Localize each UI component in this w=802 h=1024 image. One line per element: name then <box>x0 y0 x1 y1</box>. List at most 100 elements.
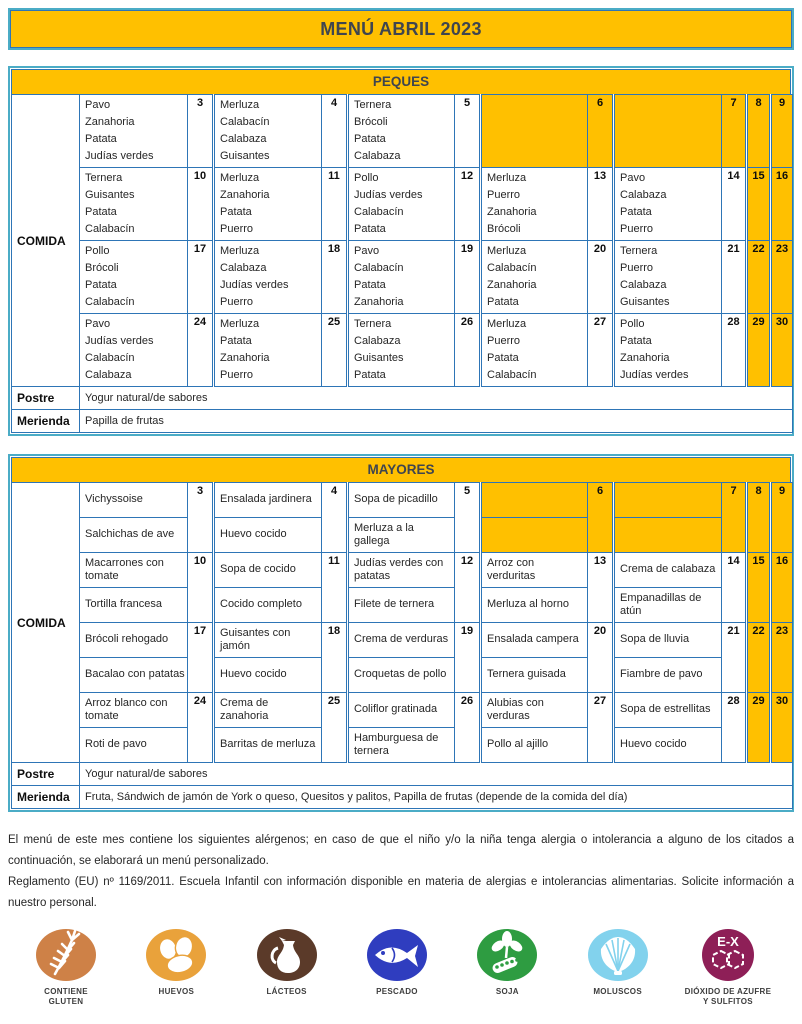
day-number-26: 26 <box>454 313 481 387</box>
holiday-cell-day-6 <box>479 94 588 168</box>
mayores-week-4-second-course: Roti de pavo Barritas de merluza Hamburg… <box>12 727 793 763</box>
day-number-5: 5 <box>454 94 481 168</box>
menu-cell-day-10: Ternera Guisantes Patata Calabacín <box>79 167 188 241</box>
menu-cell-day-19: Pavo Calabacín Patata Zanahoria <box>346 240 455 314</box>
day-number-12: 12 <box>454 167 481 241</box>
day-number-25: 25 <box>321 313 348 387</box>
peques-header: PEQUES <box>11 69 791 94</box>
allergen-huevos: HUEVOS <box>124 928 228 997</box>
dish-cell-day-27-2: Pollo al ajillo <box>479 727 588 763</box>
weekend-day-15: 15 <box>745 167 771 241</box>
dish-cell-day-26-2: Hamburguesa de ternera <box>346 727 455 763</box>
dish-cell-day-10-2: Tortilla francesa <box>79 587 188 623</box>
dish-cell-day-19-1: Crema de verduras <box>346 622 455 658</box>
dish-cell-day-14-2: Empanadillas de atún <box>612 587 722 623</box>
dish-cell-day-20-1: Ensalada campera <box>479 622 588 658</box>
peques-postre-row: Postre Yogur natural/de sabores <box>11 386 793 410</box>
merienda-label: Merienda <box>11 409 80 433</box>
allergen-gluten: CONTIENE GLUTEN <box>14 928 118 1007</box>
allergen-soja: SOJA <box>455 928 559 997</box>
postre-label: Postre <box>11 762 80 786</box>
day-number-4: 4 <box>321 482 348 553</box>
day-number-28: 28 <box>721 313 747 387</box>
menu-cell-day-25: Merluza Patata Zanahoria Puerro <box>212 313 322 387</box>
weekend-day-22: 22 <box>745 240 771 314</box>
weekend-day-30: 30 <box>769 313 793 387</box>
day-number-3: 3 <box>187 94 214 168</box>
day-number-12: 12 <box>454 552 481 623</box>
day-number-26: 26 <box>454 692 481 763</box>
dish-cell-day-11-2: Cocido completo <box>212 587 322 623</box>
dish-cell-day-21-2: Fiambre de pavo <box>612 657 722 693</box>
mayores-week-1-second-course: Salchichas de ave Huevo cocido Merluza a… <box>12 517 793 553</box>
svg-text:E-X: E-X <box>717 934 739 949</box>
day-number-19: 19 <box>454 240 481 314</box>
dish-cell-day-3-2: Salchichas de ave <box>79 517 188 553</box>
mayores-grid: COMIDA Vichyssoise 3 Ensalada jardinera … <box>11 482 793 809</box>
merienda-value: Papilla de frutas <box>79 409 793 433</box>
weekend-day-16: 16 <box>769 167 793 241</box>
dish-cell-day-4-2: Huevo cocido <box>212 517 322 553</box>
weekend-day-30: 30 <box>769 692 793 763</box>
dish-cell-day-25-2: Barritas de merluza <box>212 727 322 763</box>
eggs-icon <box>146 929 207 981</box>
holiday-cell-day-6-1 <box>479 482 588 518</box>
day-number-3: 3 <box>187 482 214 553</box>
day-number-13: 13 <box>587 552 614 623</box>
menu-cell-day-27: Merluza Puerro Patata Calabacín <box>479 313 588 387</box>
allergen-notice-paragraph-2: Reglamento (EU) nº 1169/2011. Escuela In… <box>8 876 794 909</box>
menu-cell-day-21: Ternera Puerro Calabaza Guisantes <box>612 240 722 314</box>
menu-cell-day-11: Merluza Zanahoria Patata Puerro <box>212 167 322 241</box>
day-number-21: 21 <box>721 240 747 314</box>
dish-cell-day-12-1: Judías verdes con patatas <box>346 552 455 588</box>
dish-cell-day-24-1: Arroz blanco con tomate <box>79 692 188 728</box>
day-number-24: 24 <box>187 313 214 387</box>
dish-cell-day-17-1: Brócoli rehogado <box>79 622 188 658</box>
day-number-14: 14 <box>721 167 747 241</box>
holiday-cell-day-7-1 <box>612 482 722 518</box>
dish-cell-day-5-1: Sopa de picadillo <box>346 482 455 518</box>
dish-cell-day-19-2: Croquetas de pollo <box>346 657 455 693</box>
sulfites-icon: E-X <box>701 929 754 981</box>
day-number-20: 20 <box>587 240 614 314</box>
weekend-day-15: 15 <box>745 552 771 623</box>
day-number-10: 10 <box>187 167 214 241</box>
peques-merienda-row: Merienda Papilla de frutas <box>11 409 793 433</box>
day-number-18: 18 <box>321 240 348 314</box>
dish-cell-day-18-1: Guisantes con jamón <box>212 622 322 658</box>
peques-week-3: Pollo Brócoli Patata Calabacín 17 Merluz… <box>12 240 793 314</box>
allergen-label: HUEVOS <box>158 987 195 996</box>
day-number-7: 7 <box>721 94 747 168</box>
postre-label: Postre <box>11 386 80 410</box>
mayores-header: MAYORES <box>11 457 791 482</box>
mayores-week-4-first-course: Arroz blanco con tomate 24 Crema de zana… <box>12 692 793 763</box>
dish-cell-day-14-1: Crema de calabaza <box>612 552 722 588</box>
dish-cell-day-28-2: Huevo cocido <box>612 727 722 763</box>
day-number-14: 14 <box>721 552 747 623</box>
mayores-table: MAYORES COMIDA Vichyssoise 3 Ensalada ja… <box>8 454 794 812</box>
weekend-day-29: 29 <box>745 692 771 763</box>
milk-jug-icon <box>256 929 317 981</box>
dish-cell-day-17-2: Bacalao con patatas <box>79 657 188 693</box>
postre-value: Yogur natural/de sabores <box>79 762 793 786</box>
peques-week-4: Pavo Judías verdes Calabacín Calabaza 24… <box>12 313 793 387</box>
day-number-11: 11 <box>321 552 348 623</box>
day-number-27: 27 <box>587 313 614 387</box>
menu-cell-day-17: Pollo Brócoli Patata Calabacín <box>79 240 188 314</box>
peques-table: PEQUES COMIDA Pavo Zanahoria Patata Judí… <box>8 66 794 436</box>
weekend-day-8: 8 <box>745 482 771 553</box>
day-number-6: 6 <box>587 94 614 168</box>
dish-cell-day-11-1: Sopa de cocido <box>212 552 322 588</box>
menu-cell-day-26: Ternera Calabaza Guisantes Patata <box>346 313 455 387</box>
day-number-13: 13 <box>587 167 614 241</box>
allergen-label: CONTIENE GLUTEN <box>44 987 88 1006</box>
allergen-pescado: PESCADO <box>345 928 449 997</box>
weekend-day-8: 8 <box>745 94 771 168</box>
allergen-label: MOLUSCOS <box>593 987 642 996</box>
weekend-day-29: 29 <box>745 313 771 387</box>
menu-cell-day-18: Merluza Calabaza Judías verdes Puerro <box>212 240 322 314</box>
merienda-value: Fruta, Sándwich de jamón de York o queso… <box>79 785 793 809</box>
day-number-18: 18 <box>321 622 348 693</box>
day-number-25: 25 <box>321 692 348 763</box>
dish-cell-day-24-2: Roti de pavo <box>79 727 188 763</box>
